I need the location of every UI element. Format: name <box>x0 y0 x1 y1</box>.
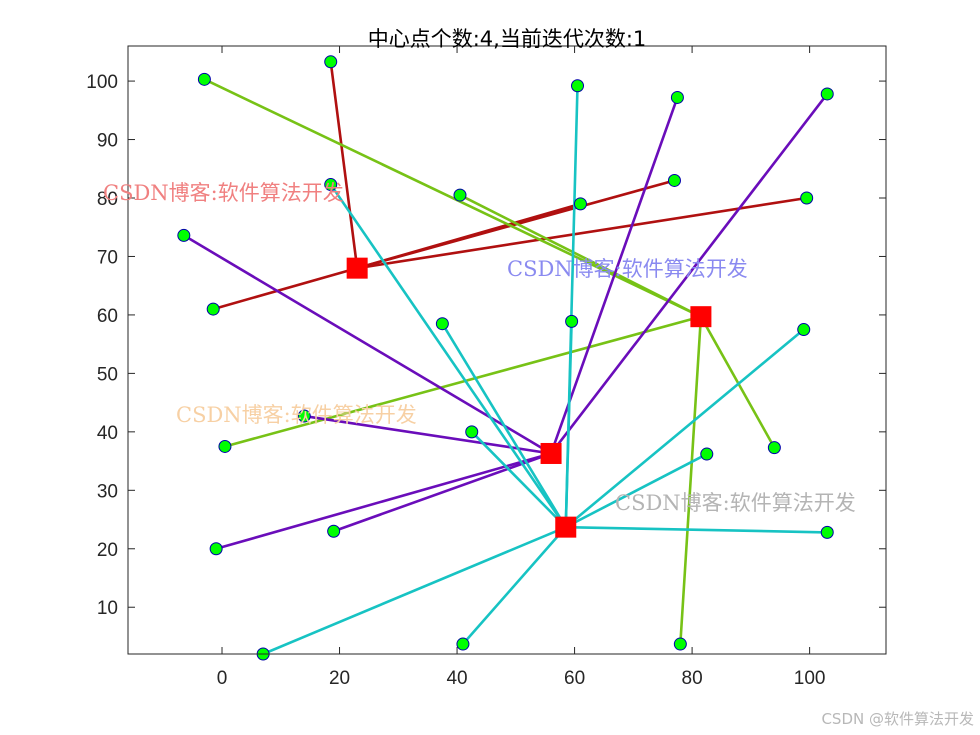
x-tick-label: 0 <box>217 668 228 689</box>
data-point-c3-4 <box>297 409 311 423</box>
cluster-4-link-6 <box>470 430 568 529</box>
x-tick-label: 60 <box>564 668 585 689</box>
chart-title: 中心点个数:4,当前迭代次数:1 <box>368 27 647 51</box>
y-tick-label: 30 <box>97 481 118 502</box>
plot-background <box>128 46 886 654</box>
cluster-center-1 <box>346 257 368 279</box>
data-point-c4-4 <box>565 314 579 328</box>
data-point-c4-6 <box>465 425 479 439</box>
cluster-4-link-4 <box>564 320 573 529</box>
data-point-c4-8 <box>820 525 834 539</box>
cluster-1-link-1 <box>329 60 359 270</box>
cluster-center-3 <box>540 442 562 464</box>
cluster-3-link-1 <box>549 96 679 455</box>
data-point-c4-3 <box>435 317 449 331</box>
cluster-3-link-6 <box>214 452 553 551</box>
cluster-4-link-8 <box>564 525 829 534</box>
footer-credit: CSDN @软件算法开发 <box>821 710 974 728</box>
cluster-centers <box>346 257 712 538</box>
data-point-c2-2 <box>453 188 467 202</box>
cluster-lines <box>182 60 829 656</box>
cluster-4-link-10 <box>461 525 568 646</box>
cluster-4-link-7 <box>564 452 709 529</box>
cluster-1-link-5 <box>211 266 359 311</box>
data-point-c3-6 <box>209 542 223 556</box>
y-tick-label: 60 <box>97 306 118 327</box>
cluster-2-link-2 <box>458 193 703 318</box>
data-points <box>177 55 834 661</box>
data-point-c1-3 <box>800 191 814 205</box>
data-point-c2-3 <box>218 439 232 453</box>
data-point-c4-5 <box>797 323 811 337</box>
x-tick-label: 20 <box>329 668 350 689</box>
data-point-c1-1 <box>324 55 338 69</box>
cluster-4-link-9 <box>261 525 568 656</box>
y-tick-label: 40 <box>97 423 118 444</box>
y-tick-label: 10 <box>97 598 118 619</box>
data-point-c4-10 <box>456 637 470 651</box>
x-tick-label: 40 <box>446 668 467 689</box>
watermark-4: CSDN博客:软件算法开发 <box>615 491 856 515</box>
data-point-c3-1 <box>670 90 684 104</box>
watermark-1: CSDN博客:软件算法开发 <box>103 181 344 205</box>
y-tick-label: 90 <box>97 131 118 152</box>
y-tick-label: 20 <box>97 540 118 561</box>
data-point-c1-4 <box>573 197 587 211</box>
data-point-c2-1 <box>197 72 211 86</box>
data-point-c1-2 <box>667 173 681 187</box>
cluster-4-link-2 <box>329 183 568 529</box>
cluster-2-link-3 <box>223 315 703 448</box>
y-tick-label: 50 <box>97 364 118 385</box>
watermarks: CSDN博客:软件算法开发 CSDN博客:软件算法开发 CSDN博客:软件算法开… <box>103 181 856 515</box>
cluster-3-link-5 <box>332 452 553 533</box>
cluster-4-link-5 <box>564 328 806 529</box>
cluster-2-link-4 <box>699 315 776 449</box>
cluster-3-link-2 <box>549 92 829 455</box>
y-tick-label: 80 <box>97 189 118 210</box>
cluster-center-2 <box>690 306 712 328</box>
data-point-c2-4 <box>767 441 781 455</box>
data-point-c3-3 <box>177 228 191 242</box>
x-tick-label: 100 <box>794 668 826 689</box>
data-point-c4-1 <box>571 79 585 93</box>
cluster-1-link-3 <box>355 196 808 270</box>
cluster-4-link-3 <box>441 322 568 529</box>
data-point-c2-5 <box>673 637 687 651</box>
cluster-2-link-1 <box>203 78 703 318</box>
cluster-1-link-4 <box>355 202 582 270</box>
axes: 0 20 40 60 80 100 10 20 30 40 50 60 70 80 90 100 <box>86 46 886 689</box>
plot-frame <box>127 45 887 655</box>
x-tick-label: 80 <box>682 668 703 689</box>
data-point-c4-7 <box>700 447 714 461</box>
data-point-c3-5 <box>327 524 341 538</box>
y-tick-label: 70 <box>97 247 118 268</box>
data-point-c3-2 <box>820 87 834 101</box>
watermark-3: CSDN博客:软件算法开发 <box>176 403 417 427</box>
cluster-center-4 <box>555 516 577 538</box>
data-point-c1-5 <box>206 302 220 316</box>
watermark-2: CSDN博客:软件算法开发 <box>507 257 748 281</box>
cluster-2-link-5 <box>679 315 703 646</box>
data-point-c4-2 <box>324 178 338 192</box>
y-tick-label: 100 <box>86 72 118 93</box>
